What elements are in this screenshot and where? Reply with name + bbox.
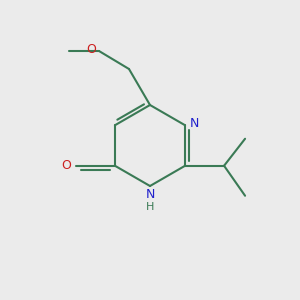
Text: H: H — [146, 202, 154, 212]
Text: O: O — [61, 159, 71, 172]
Text: O: O — [86, 43, 96, 56]
Text: N: N — [190, 117, 199, 130]
Text: N: N — [145, 188, 155, 200]
